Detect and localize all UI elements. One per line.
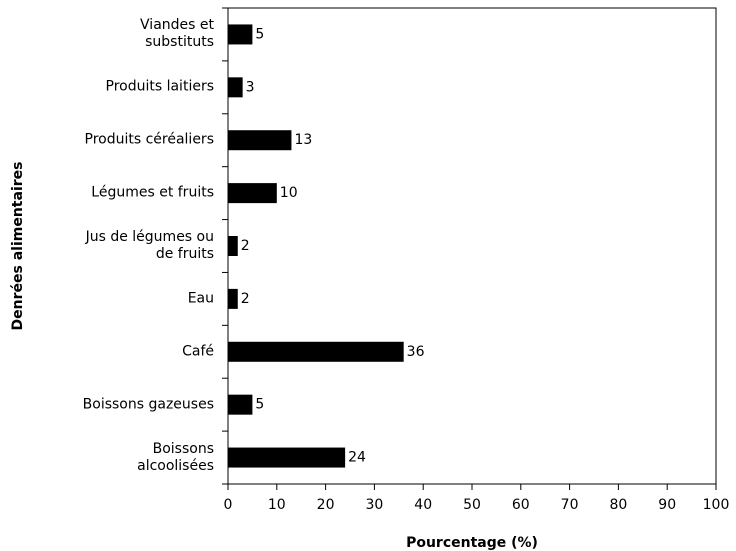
x-tick-label: 10 [268,497,286,513]
x-tick-label: 30 [365,497,383,513]
data-label: 10 [280,185,298,201]
data-label: 36 [407,344,425,360]
x-tick-label: 40 [414,497,432,513]
y-tick-label: Boissons alcoolisées [137,440,214,474]
x-tick-label: 60 [512,497,530,513]
x-tick-label: 0 [224,497,233,513]
bar [228,394,253,415]
y-tick-label: Jus de légumes ou de fruits [85,229,214,262]
data-label: 5 [255,397,264,413]
bar [228,130,292,151]
y-tick-label: Produits laitiers [105,78,215,95]
bar [228,183,277,204]
x-tick-label: 50 [463,497,481,513]
x-tick-label: 80 [609,497,627,513]
bar [228,447,346,468]
x-tick-label: 90 [658,497,676,513]
plot-frame [227,7,717,485]
data-label: 13 [294,132,312,148]
y-tick-label: Eau [187,290,214,307]
bar [228,341,404,362]
data-label: 24 [348,450,366,466]
y-tick-label: Viandes et substituts [140,17,214,51]
data-label: 2 [241,291,250,307]
x-axis-title: Pourcentage (%) [406,535,538,551]
bar [228,77,243,98]
bar [228,288,238,309]
y-tick-label: Boissons gazeuses [82,396,214,413]
data-label: 2 [241,238,250,254]
bar [228,24,253,45]
y-axis-title: Denrées alimentaires [10,162,26,331]
x-tick-label: 100 [703,497,730,513]
y-tick-label: Légumes et fruits [91,184,214,201]
y-tick-label: Produits céréaliers [84,131,215,148]
y-tick-label: Café [182,343,214,360]
data-label: 5 [255,26,264,42]
data-label: 3 [246,79,255,95]
bar [228,236,238,256]
x-tick-label: 70 [561,497,579,513]
x-tick-label: 20 [317,497,335,513]
